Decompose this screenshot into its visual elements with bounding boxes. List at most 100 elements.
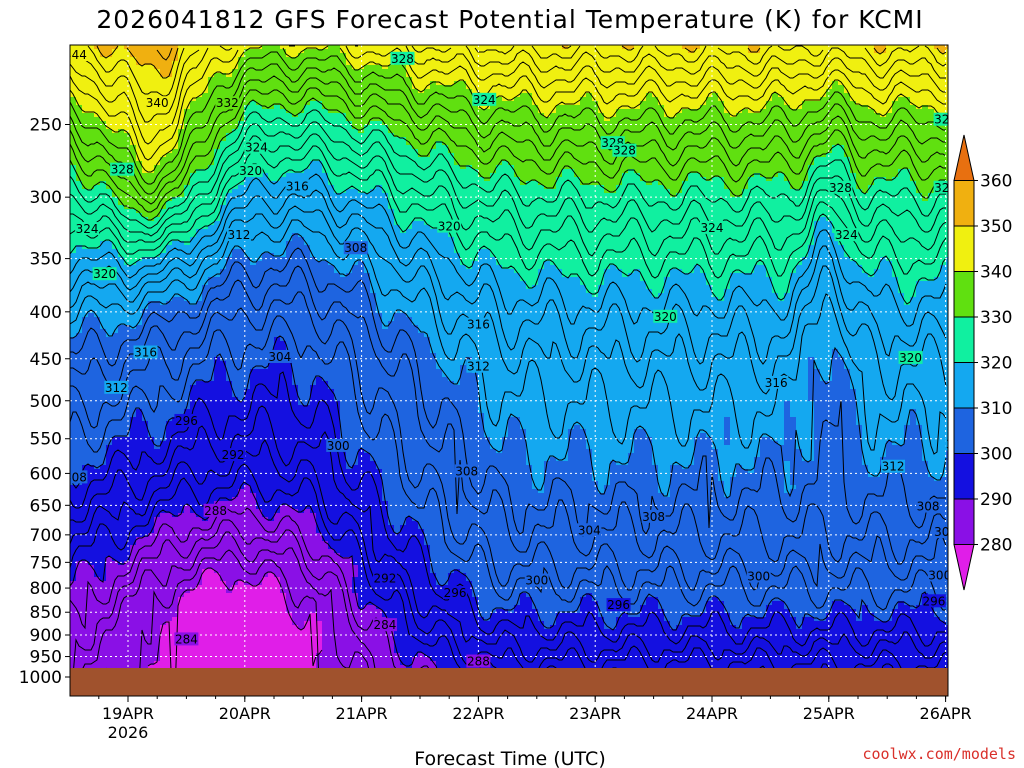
contour-fill-cell [424, 173, 430, 177]
contour-fill-cell [790, 53, 796, 57]
contour-fill-cell [922, 113, 928, 117]
contour-fill-cell [400, 129, 406, 133]
contour-fill-cell [112, 57, 118, 61]
contour-fill-cell [274, 125, 280, 129]
contour-fill-cell [772, 145, 778, 149]
contour-fill-cell [886, 157, 892, 161]
contour-fill-cell [868, 49, 874, 53]
contour-fill-cell [922, 129, 928, 133]
contour-fill-cell [562, 49, 568, 53]
contour-fill-cell [118, 157, 124, 161]
contour-fill-cell [820, 61, 826, 65]
contour-fill-cell [526, 169, 532, 173]
contour-fill-cell [820, 173, 826, 177]
contour-fill-cell [358, 85, 364, 89]
contour-fill-cell [856, 177, 862, 181]
contour-fill-cell [244, 89, 250, 93]
contour-fill-cell [220, 93, 226, 97]
contour-fill-cell [544, 85, 550, 89]
contour-fill-cell [202, 73, 208, 77]
contour-fill-cell [484, 165, 490, 169]
contour-fill-cell [316, 165, 322, 169]
contour-fill-cell [304, 65, 310, 69]
contour-fill-cell [616, 61, 622, 65]
contour-fill-cell [484, 113, 490, 117]
contour-fill-cell [754, 153, 760, 157]
contour-fill-cell [232, 89, 238, 93]
contour-fill-cell [520, 65, 526, 69]
contour-fill-cell [316, 69, 322, 73]
contour-fill-cell [922, 153, 928, 157]
contour-fill-cell [304, 61, 310, 65]
contour-fill-cell [562, 61, 568, 65]
contour-fill-cell [568, 53, 574, 57]
contour-fill-cell [538, 49, 544, 53]
contour-fill-cell [886, 169, 892, 173]
contour-fill-cell [460, 101, 466, 105]
contour-fill-cell [580, 117, 586, 121]
contour-fill-cell [568, 69, 574, 73]
contour-fill-cell [148, 149, 154, 153]
contour-fill-cell [538, 161, 544, 165]
contour-fill-cell [202, 149, 208, 153]
contour-fill-cell [316, 141, 322, 145]
contour-fill-cell [706, 45, 712, 49]
contour-fill-cell [298, 161, 304, 165]
contour-fill-cell [586, 117, 592, 121]
contour-fill-cell [310, 137, 316, 141]
contour-fill-cell [508, 89, 514, 93]
contour-fill-cell [142, 93, 148, 97]
contour-fill-cell [712, 165, 718, 169]
contour-fill-cell [580, 157, 586, 161]
contour-fill-cell [658, 85, 664, 89]
contour-fill-cell [838, 93, 844, 97]
contour-fill-cell [616, 57, 622, 61]
contour-fill-cell [436, 77, 442, 81]
contour-fill-cell [610, 81, 616, 85]
contour-fill-cell [304, 81, 310, 85]
contour-fill-cell [418, 53, 424, 57]
contour-fill-cell [76, 65, 82, 69]
contour-fill-cell [688, 165, 694, 169]
contour-fill-cell [298, 173, 304, 177]
contour-fill-cell [118, 149, 124, 153]
contour-fill-cell [460, 85, 466, 89]
contour-fill-cell [682, 49, 688, 53]
contour-fill-cell [268, 85, 274, 89]
contour-fill-cell [748, 65, 754, 69]
contour-fill-cell [262, 69, 268, 73]
contour-fill-cell [460, 137, 466, 141]
contour-fill-cell [574, 57, 580, 61]
contour-fill-cell [808, 61, 814, 65]
contour-fill-cell [196, 85, 202, 89]
contour-fill-cell [310, 153, 316, 157]
contour-fill-cell [664, 89, 670, 93]
contour-fill-cell [82, 85, 88, 89]
contour-fill-cell [544, 73, 550, 77]
contour-fill-cell [508, 49, 514, 53]
contour-fill-cell [286, 173, 292, 177]
contour-fill-cell [346, 65, 352, 69]
contour-fill-cell [712, 69, 718, 73]
contour-fill-cell [406, 81, 412, 85]
contour-fill-cell [652, 101, 658, 105]
contour-fill-cell [454, 117, 460, 121]
contour-fill-cell [682, 57, 688, 61]
contour-fill-cell [760, 65, 766, 69]
contour-fill-cell [238, 69, 244, 73]
contour-fill-cell [868, 85, 874, 89]
contour-fill-cell [316, 57, 322, 61]
contour-fill-cell [370, 89, 376, 93]
contour-fill-cell [400, 49, 406, 53]
contour-fill-cell [598, 77, 604, 81]
contour-fill-cell [742, 97, 748, 101]
contour-fill-cell [352, 85, 358, 89]
contour-fill-cell [184, 69, 190, 73]
contour-fill-cell [166, 177, 172, 181]
contour-fill-cell [358, 173, 364, 177]
contour-fill-cell [628, 89, 634, 93]
contour-fill-cell [76, 97, 82, 101]
contour-fill-cell [784, 85, 790, 89]
contour-fill-cell [778, 61, 784, 65]
contour-fill-cell [658, 125, 664, 129]
